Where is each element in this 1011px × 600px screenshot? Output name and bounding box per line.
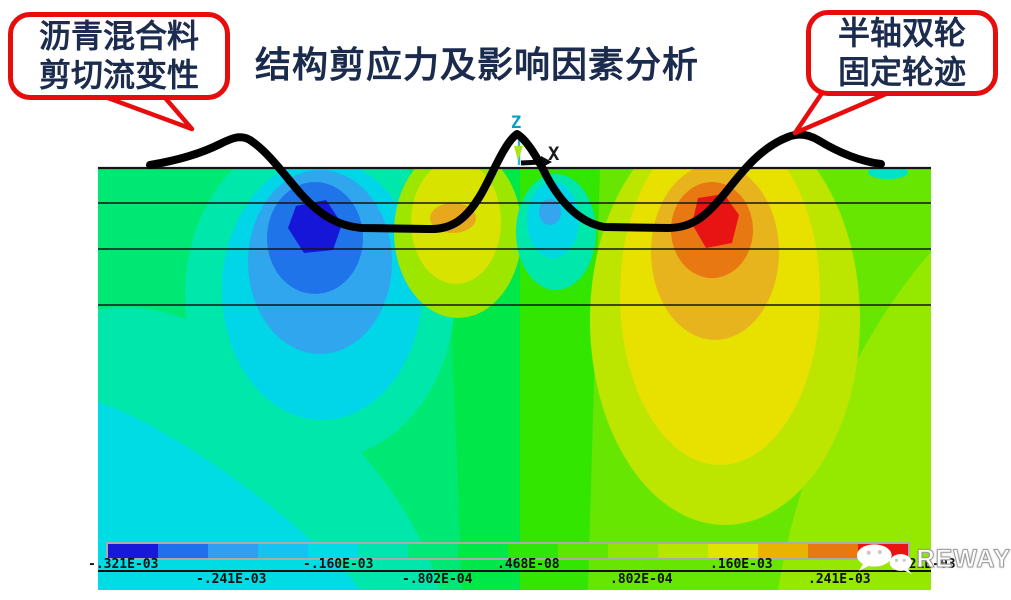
callout-wheel-track: 半轴双轮 固定轮迹 bbox=[806, 10, 998, 96]
axis-triad: Z X bbox=[511, 113, 560, 168]
y-axis-arrow-icon bbox=[514, 146, 523, 161]
watermark-text: REWAY bbox=[916, 544, 1011, 573]
callout-left-line1: 沥青混合料 bbox=[38, 18, 199, 54]
page-title: 结构剪应力及影响因素分析 bbox=[255, 44, 700, 85]
stress-contour-field bbox=[98, 168, 931, 590]
x-axis-label: X bbox=[548, 143, 560, 165]
callout-left-line2: 剪切流变性 bbox=[38, 57, 199, 93]
watermark: REWAY bbox=[852, 536, 1011, 582]
deformation-curve bbox=[146, 130, 885, 234]
wechat-icon bbox=[856, 544, 912, 575]
callout-right-line1: 半轴双轮 bbox=[837, 15, 966, 51]
callout-asphalt-rheology: 沥青混合料 剪切流变性 bbox=[8, 12, 230, 100]
callout-tail-right bbox=[792, 90, 891, 136]
red-stress-core bbox=[692, 194, 739, 248]
callout-right-line2: 固定轮迹 bbox=[837, 54, 966, 90]
z-axis-label: Z bbox=[511, 113, 521, 133]
layer-lines bbox=[98, 166, 931, 306]
